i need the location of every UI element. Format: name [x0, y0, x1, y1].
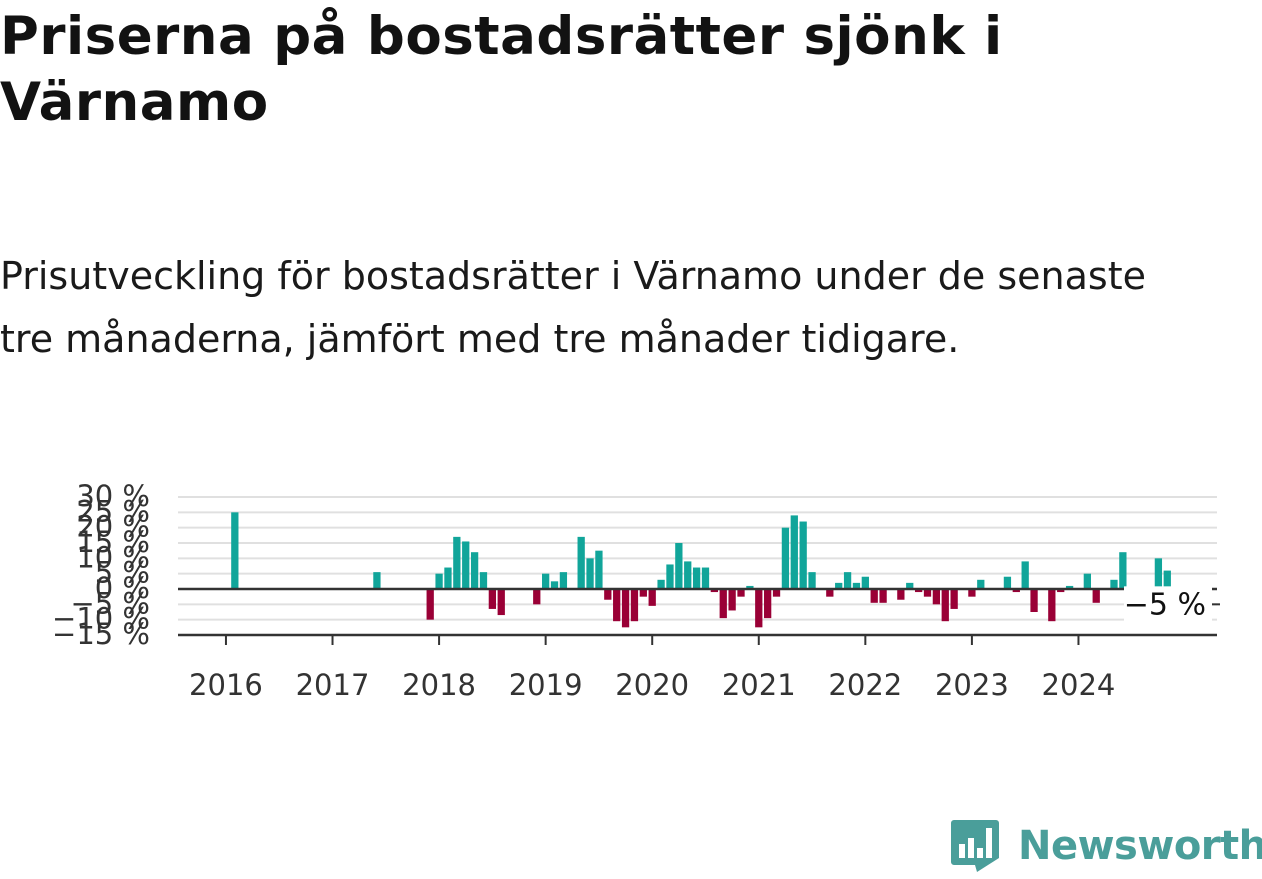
bar: [1065, 585, 1074, 589]
bar: [1021, 561, 1029, 589]
bar: [737, 589, 745, 597]
y-tick-label: 10 %: [76, 540, 150, 574]
bar: [586, 558, 594, 589]
bar: [764, 589, 772, 619]
bar: [533, 589, 541, 605]
bar: [1119, 552, 1127, 589]
bar: [1012, 589, 1020, 593]
bar: [914, 589, 923, 593]
x-tick-label: 2017: [296, 668, 370, 702]
bar: [977, 579, 985, 589]
y-tick-label: −10 %: [52, 602, 150, 636]
bar: [719, 589, 727, 619]
bar: [897, 589, 905, 600]
last-value-label-bg: [1124, 586, 1212, 623]
y-tick-label: 25 %: [76, 494, 150, 528]
chart-subtitle: Prisutveckling för bostadsrätter i Värna…: [0, 254, 1146, 361]
y-tick-label: 20 %: [76, 510, 150, 544]
y-tick-label: −5 %: [70, 586, 150, 620]
bar: [1163, 570, 1171, 589]
bar: [550, 581, 559, 589]
bar: [479, 572, 488, 589]
y-tick-label: 15 %: [76, 525, 150, 559]
bar: [879, 589, 887, 603]
bar: [684, 561, 692, 589]
bar: [728, 589, 736, 611]
x-tick-label: 2020: [615, 668, 689, 702]
bar: [621, 589, 630, 628]
y-tick-label: 5 %: [95, 556, 150, 590]
bar: [542, 573, 550, 589]
bar: [781, 527, 790, 589]
bar: [852, 582, 861, 589]
bar: [923, 589, 932, 597]
bar: [710, 589, 719, 593]
bar: [453, 536, 461, 589]
brand-name: Newsworthy: [1018, 823, 1262, 869]
bar: [675, 543, 683, 589]
y-tick-label: −15 %: [52, 617, 150, 651]
bar: [808, 572, 816, 589]
bar-chart: −15 %−10 %−5 %0 %5 %10 %15 %20 %25 %30 %…: [52, 479, 1220, 702]
bar: [799, 521, 807, 589]
last-value-label: −5 %: [1124, 587, 1206, 622]
bar: [488, 589, 497, 609]
bar: [906, 582, 914, 589]
bar: [746, 585, 754, 589]
bar: [835, 582, 843, 589]
bar: [497, 589, 505, 616]
bar: [941, 589, 949, 622]
bar: [692, 567, 701, 589]
bar: [666, 564, 674, 589]
bar: [604, 589, 612, 600]
bar: [595, 550, 603, 589]
chart-title: Priserna på bostadsrätter sjönk i Värnam…: [0, 6, 1003, 133]
bar: [1154, 558, 1163, 589]
x-tick-label: 2023: [935, 668, 1009, 702]
x-tick-label: 2019: [509, 668, 583, 702]
bar: [861, 576, 869, 589]
bar: [559, 572, 568, 589]
bar: [231, 512, 239, 589]
bar: [701, 567, 710, 589]
bar: [755, 589, 763, 628]
bar: [1092, 589, 1100, 603]
bar: [648, 589, 656, 606]
y-tick-label: 30 %: [76, 479, 150, 513]
bar: [613, 589, 621, 622]
x-tick-label: 2022: [828, 668, 902, 702]
bar: [426, 589, 434, 620]
x-tick-label: 2024: [1042, 668, 1116, 702]
bar: [1057, 589, 1065, 593]
bar: [1048, 589, 1056, 622]
bar: [657, 579, 665, 589]
bar: [470, 552, 479, 589]
bar: [639, 589, 647, 597]
bar: [1030, 589, 1038, 612]
newsworthy-logo-icon: [951, 820, 999, 872]
bar: [772, 589, 781, 597]
bar: [950, 589, 958, 609]
bar: [373, 572, 381, 589]
bar: [577, 536, 585, 589]
bar: [435, 573, 443, 589]
bar: [968, 589, 976, 597]
x-tick-label: 2016: [189, 668, 263, 702]
bar: [843, 572, 852, 589]
bar: [932, 589, 941, 605]
bar: [826, 589, 834, 597]
newsworthy-logo: Newsworthy: [950, 818, 1262, 874]
y-tick-label: 0 %: [95, 571, 150, 605]
bar: [870, 589, 878, 603]
bar: [790, 515, 798, 589]
bar: [444, 567, 452, 589]
bar: [462, 541, 470, 589]
x-tick-label: 2021: [722, 668, 796, 702]
bar: [630, 589, 639, 622]
bar: [1110, 579, 1118, 589]
bar: [1003, 576, 1012, 589]
x-tick-label: 2018: [402, 668, 476, 702]
bar: [1083, 573, 1091, 589]
